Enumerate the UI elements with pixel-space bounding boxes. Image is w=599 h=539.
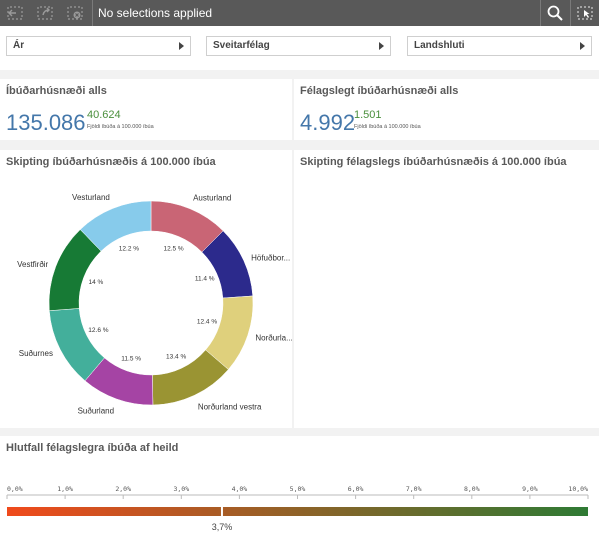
gauge-panel[interactable]: Hlutfall félagslegra íbúða af heild 0,0%… bbox=[0, 436, 599, 539]
donut-chart-social[interactable]: 15.5 %Austurland9.8 %Höfuðbo...10.9 %Nor… bbox=[294, 170, 599, 428]
slice-category-label: Vesturland bbox=[72, 193, 110, 202]
filter-ar[interactable]: Ár bbox=[6, 36, 191, 56]
filter-bar: Ár Sveitarfélag Landshluti bbox=[0, 26, 599, 70]
forward-button[interactable] bbox=[32, 0, 58, 26]
clear-selections-button[interactable] bbox=[62, 0, 88, 26]
kpi-value: 135.086 bbox=[6, 110, 86, 135]
slice-percent-label: 12.5 % bbox=[163, 245, 183, 252]
kpi-secondary-value: 40.624 bbox=[87, 109, 121, 121]
slice-category-label: Höfuðbor... bbox=[251, 253, 290, 262]
slice-percent-label: 12.2 % bbox=[119, 245, 139, 252]
kpi-panel-total[interactable]: Íbúðarhúsnæði alls 135.086 40.624 Fjöldi… bbox=[0, 79, 292, 140]
selections-tool-icon bbox=[577, 6, 593, 20]
gauge-value-label: 3,7% bbox=[212, 522, 233, 532]
kpi-panel-social[interactable]: Félagslegt íbúðarhúsnæði alls 4.992 1.50… bbox=[294, 79, 599, 140]
gauge-bar[interactable] bbox=[7, 507, 588, 516]
slice-category-label: Suðurland bbox=[78, 407, 114, 416]
kpi-secondary-label: Fjöldi íbúða á 100.000 íbúa bbox=[354, 124, 421, 130]
search-button[interactable] bbox=[542, 0, 568, 26]
gauge-tick-label: 9,0% bbox=[522, 485, 538, 493]
search-icon bbox=[547, 5, 563, 21]
clear-selections-icon bbox=[67, 6, 83, 20]
filter-label: Ár bbox=[13, 40, 25, 51]
gauge-tick-label: 8,0% bbox=[464, 485, 480, 493]
donut-slice-vesturland[interactable] bbox=[79, 200, 152, 252]
chevron-right-icon bbox=[179, 42, 184, 50]
kpi-value: 4.992 bbox=[300, 110, 356, 135]
slice-percent-label: 14 % bbox=[88, 279, 103, 286]
kpi-secondary-label: Fjöldi íbúða á 100.000 íbúa bbox=[87, 124, 154, 130]
slice-percent-label: 12.6 % bbox=[88, 327, 108, 334]
filter-landshluti[interactable]: Landshluti bbox=[407, 36, 592, 56]
gauge-tick-label: 2,0% bbox=[115, 485, 131, 493]
gauge-tick-label: 3,0% bbox=[173, 485, 189, 493]
toolbar: No selections applied bbox=[0, 0, 599, 26]
filter-sveitarfelag[interactable]: Sveitarfélag bbox=[206, 36, 391, 56]
back-button[interactable] bbox=[2, 0, 28, 26]
chevron-right-icon bbox=[580, 42, 585, 50]
kpi-title: Félagslegt íbúðarhúsnæði alls bbox=[300, 85, 459, 97]
gauge-tick-label: 0,0% bbox=[7, 485, 23, 493]
donut-panel-social[interactable]: Skipting félagslegs íbúðarhúsnæðis á 100… bbox=[294, 150, 599, 428]
gauge-tick-label: 7,0% bbox=[406, 485, 422, 493]
slice-category-label: Norðurland vestra bbox=[198, 403, 262, 412]
chart-title: Skipting íbúðarhúsnæðis á 100.000 íbúa bbox=[6, 156, 216, 168]
selection-status: No selections applied bbox=[98, 6, 213, 20]
forward-icon bbox=[37, 6, 53, 20]
kpi-title: Íbúðarhúsnæði alls bbox=[6, 85, 107, 97]
gauge-tick-label: 6,0% bbox=[348, 485, 364, 493]
gauge-chart[interactable]: 0,0% 1,0% 2,0% 3,0% 4,0% 5,0% 6,0% 7,0% 8,0% 9,0%… bbox=[0, 456, 599, 539]
selections-tool-button[interactable] bbox=[572, 0, 598, 26]
filter-label: Sveitarfélag bbox=[213, 40, 270, 51]
chart-title: Skipting félagslegs íbúðarhúsnæðis á 100… bbox=[300, 156, 567, 168]
slice-category-label: Vestfirðir bbox=[17, 260, 48, 269]
gauge-tick-label: 4,0% bbox=[232, 485, 248, 493]
donut-chart-total[interactable]: 12.5 % Austurland 11.4 % Höfuðbor... 12.4 % N… bbox=[0, 170, 292, 428]
gauge-tick-label: 10,0% bbox=[568, 485, 588, 493]
chevron-right-icon bbox=[379, 42, 384, 50]
slice-percent-label: 12.4 % bbox=[197, 319, 217, 326]
slice-percent-label: 11.5 % bbox=[121, 356, 141, 363]
slice-category-label: Suðurnes bbox=[19, 349, 53, 358]
slice-percent-label: 13.4 % bbox=[166, 353, 186, 360]
chart-title: Hlutfall félagslegra íbúða af heild bbox=[6, 442, 179, 454]
back-icon bbox=[7, 6, 23, 20]
slice-category-label: Norðurla... bbox=[255, 334, 292, 343]
gauge-tick-label: 5,0% bbox=[290, 485, 306, 493]
donut-panel-total[interactable]: Skipting íbúðarhúsnæðis á 100.000 íbúa 1… bbox=[0, 150, 292, 428]
gauge-tick-label: 1,0% bbox=[57, 485, 73, 493]
slice-category-label: Austurland bbox=[193, 193, 231, 202]
filter-label: Landshluti bbox=[414, 40, 465, 51]
kpi-secondary-value: 1.501 bbox=[354, 109, 382, 121]
slice-percent-label: 11.4 % bbox=[195, 276, 215, 283]
